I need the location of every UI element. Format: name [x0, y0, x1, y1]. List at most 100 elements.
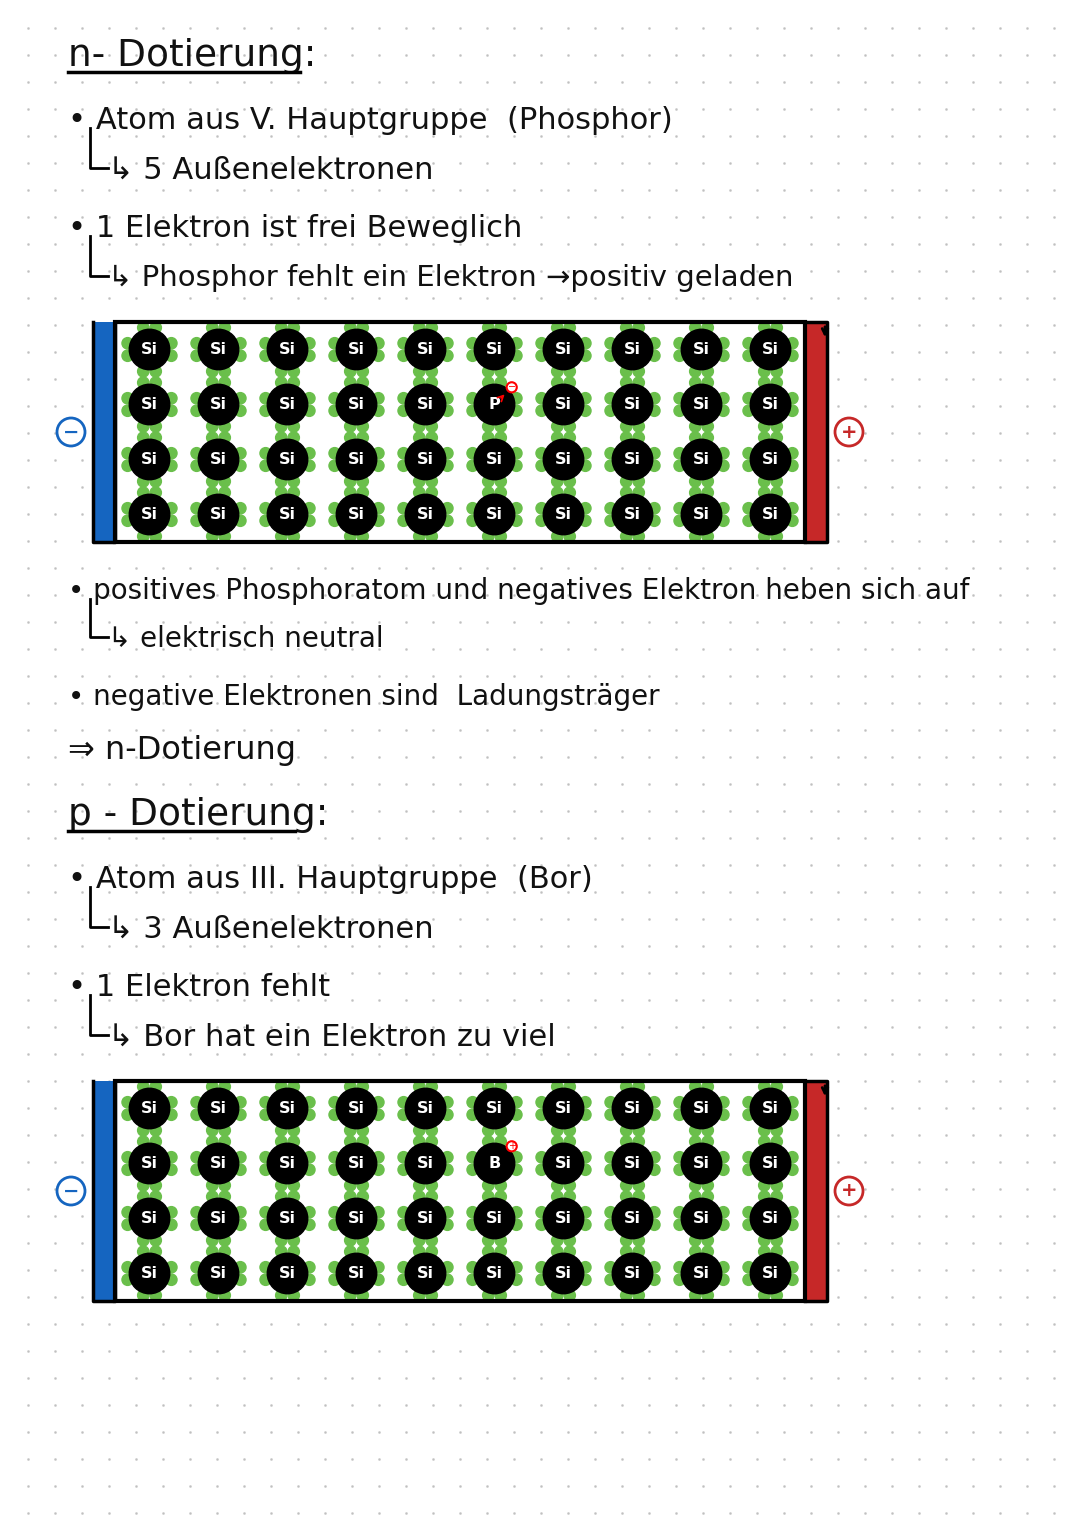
- Ellipse shape: [751, 1089, 791, 1128]
- Circle shape: [690, 1180, 701, 1191]
- Circle shape: [397, 1206, 409, 1218]
- Circle shape: [414, 1081, 424, 1092]
- Circle shape: [507, 1141, 516, 1151]
- Circle shape: [234, 461, 246, 471]
- Text: Si: Si: [762, 1101, 779, 1116]
- Text: −: −: [63, 422, 79, 442]
- Ellipse shape: [130, 1199, 170, 1238]
- Circle shape: [206, 486, 218, 499]
- Circle shape: [483, 1246, 494, 1257]
- Circle shape: [674, 1273, 686, 1286]
- Circle shape: [206, 1235, 218, 1246]
- Circle shape: [373, 337, 384, 349]
- Circle shape: [373, 1261, 384, 1273]
- Circle shape: [150, 432, 161, 444]
- Circle shape: [165, 392, 177, 404]
- Circle shape: [718, 1096, 729, 1109]
- Circle shape: [786, 406, 798, 416]
- Circle shape: [621, 486, 632, 499]
- Circle shape: [122, 1109, 133, 1121]
- Circle shape: [260, 1218, 271, 1231]
- Circle shape: [122, 406, 133, 416]
- Circle shape: [718, 1164, 729, 1176]
- Circle shape: [165, 1109, 177, 1121]
- Circle shape: [397, 1109, 409, 1121]
- Circle shape: [649, 406, 660, 416]
- Circle shape: [191, 515, 202, 526]
- Circle shape: [427, 432, 437, 444]
- Ellipse shape: [612, 329, 652, 369]
- Circle shape: [150, 366, 161, 377]
- Circle shape: [495, 366, 507, 377]
- Ellipse shape: [336, 384, 377, 425]
- Text: Si: Si: [348, 1101, 365, 1116]
- Circle shape: [150, 421, 161, 432]
- Text: Si: Si: [624, 1101, 642, 1116]
- Circle shape: [303, 1109, 315, 1121]
- Circle shape: [495, 1081, 507, 1092]
- Circle shape: [702, 531, 714, 541]
- Circle shape: [345, 1136, 356, 1147]
- Text: +: +: [508, 1141, 516, 1151]
- Circle shape: [536, 1164, 548, 1176]
- Circle shape: [357, 1136, 368, 1147]
- Circle shape: [552, 432, 563, 444]
- Ellipse shape: [267, 439, 308, 480]
- Circle shape: [414, 322, 424, 334]
- Circle shape: [427, 1136, 437, 1147]
- Circle shape: [495, 1136, 507, 1147]
- Circle shape: [649, 1206, 660, 1218]
- Text: Si: Si: [486, 451, 503, 467]
- Circle shape: [288, 377, 299, 389]
- Circle shape: [771, 421, 782, 432]
- Circle shape: [771, 476, 782, 486]
- Circle shape: [219, 1136, 230, 1147]
- Circle shape: [137, 1235, 149, 1246]
- Circle shape: [191, 1151, 202, 1164]
- Circle shape: [718, 1218, 729, 1231]
- Circle shape: [329, 1151, 340, 1164]
- Circle shape: [758, 1246, 770, 1257]
- Circle shape: [260, 406, 271, 416]
- Circle shape: [690, 421, 701, 432]
- Text: +: +: [840, 1182, 858, 1200]
- Ellipse shape: [267, 494, 308, 535]
- Circle shape: [702, 377, 714, 389]
- Ellipse shape: [199, 1144, 239, 1183]
- Circle shape: [150, 1125, 161, 1136]
- Circle shape: [397, 351, 409, 361]
- Circle shape: [605, 448, 617, 459]
- Circle shape: [580, 392, 591, 404]
- Circle shape: [771, 322, 782, 334]
- Circle shape: [288, 1246, 299, 1257]
- Circle shape: [758, 476, 770, 486]
- Text: Si: Si: [348, 342, 365, 357]
- Circle shape: [552, 1136, 563, 1147]
- Circle shape: [771, 531, 782, 541]
- Text: • Atom aus V. Hauptgruppe  (Phosphor): • Atom aus V. Hauptgruppe (Phosphor): [68, 107, 673, 136]
- Circle shape: [288, 1191, 299, 1202]
- Circle shape: [649, 461, 660, 471]
- Circle shape: [303, 515, 315, 526]
- Circle shape: [275, 1081, 287, 1092]
- Circle shape: [580, 406, 591, 416]
- Circle shape: [690, 531, 701, 541]
- Circle shape: [260, 1109, 271, 1121]
- Text: Si: Si: [417, 1156, 434, 1171]
- Circle shape: [442, 1096, 453, 1109]
- Circle shape: [373, 515, 384, 526]
- Ellipse shape: [405, 1144, 446, 1183]
- Circle shape: [219, 432, 230, 444]
- Ellipse shape: [199, 494, 239, 535]
- Circle shape: [206, 476, 218, 486]
- Circle shape: [511, 351, 522, 361]
- Circle shape: [649, 351, 660, 361]
- Circle shape: [427, 322, 437, 334]
- Circle shape: [743, 1164, 754, 1176]
- Circle shape: [303, 1164, 315, 1176]
- Circle shape: [702, 486, 714, 499]
- Circle shape: [191, 448, 202, 459]
- Circle shape: [122, 1096, 133, 1109]
- Ellipse shape: [681, 439, 721, 480]
- Circle shape: [564, 1191, 576, 1202]
